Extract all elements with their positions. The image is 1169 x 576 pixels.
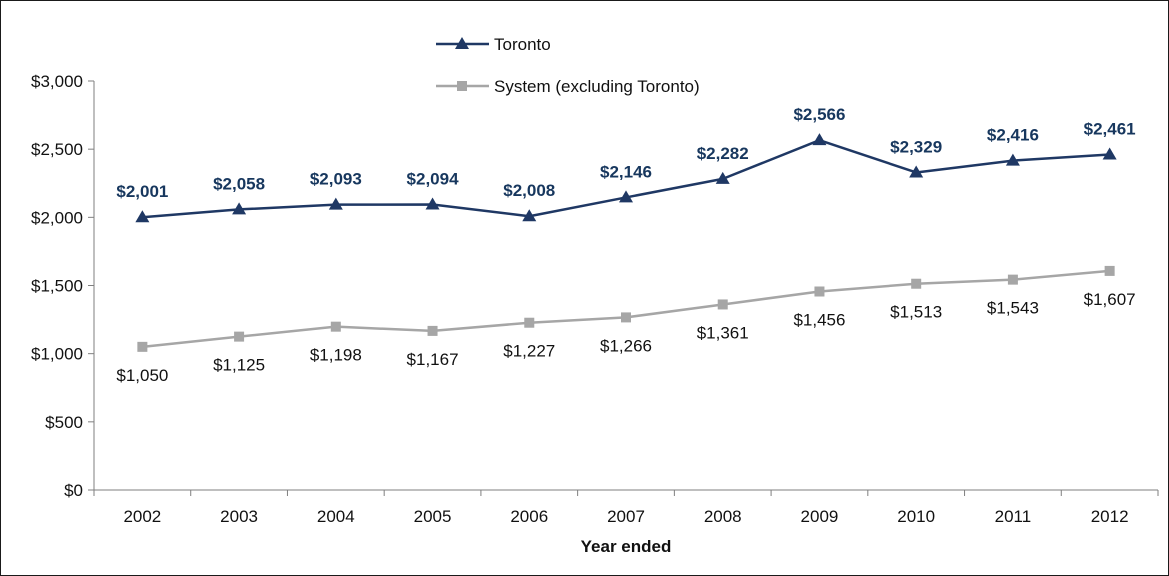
data-point-system — [911, 278, 922, 289]
data-point-toronto — [812, 133, 827, 146]
data-label-toronto: $2,282 — [697, 144, 749, 163]
data-point-system — [330, 321, 341, 332]
legend-item-toronto: Toronto — [436, 35, 551, 54]
data-point-toronto — [715, 171, 730, 184]
legend-item-system: System (excluding Toronto) — [436, 77, 700, 96]
data-point-toronto — [232, 202, 247, 215]
y-tick-label: $2,000 — [31, 208, 83, 227]
y-tick-label: $3,000 — [31, 72, 83, 91]
series-layer — [135, 133, 1117, 352]
data-point-system — [717, 299, 728, 310]
legend-label-system: System (excluding Toronto) — [494, 77, 700, 96]
data-point-system — [427, 325, 438, 336]
y-tick-label: $0 — [64, 481, 83, 500]
data-label-toronto: $2,094 — [407, 170, 460, 189]
x-tick-label: 2007 — [607, 507, 645, 526]
x-tick-label: 2006 — [510, 507, 548, 526]
data-label-toronto: $2,093 — [310, 170, 362, 189]
data-label-system: $1,198 — [310, 346, 362, 365]
data-label-toronto: $2,329 — [890, 137, 942, 156]
data-point-toronto — [522, 209, 537, 222]
data-label-system: $1,607 — [1084, 290, 1136, 309]
data-label-system: $1,456 — [793, 310, 845, 329]
data-point-toronto — [135, 210, 150, 223]
y-tick-label: $2,500 — [31, 140, 83, 159]
legend-swatch-system-marker — [457, 81, 467, 91]
x-tick-label: 2004 — [317, 507, 355, 526]
data-label-system: $1,227 — [503, 342, 555, 361]
data-label-toronto: $2,146 — [600, 162, 652, 181]
data-point-system — [621, 312, 631, 323]
data-label-toronto: $2,566 — [793, 105, 845, 124]
x-tick-label: 2008 — [704, 507, 742, 526]
y-tick-label: $1,500 — [31, 277, 83, 296]
data-point-toronto — [425, 197, 440, 210]
data-point-system — [1007, 274, 1018, 285]
data-point-system — [814, 286, 825, 297]
data-label-system: $1,050 — [116, 366, 168, 385]
data-point-toronto — [909, 165, 924, 178]
x-tick-label: 2010 — [897, 507, 935, 526]
data-label-system: $1,361 — [697, 323, 749, 342]
x-tick-label: 2011 — [995, 507, 1032, 526]
data-point-toronto — [619, 190, 633, 203]
data-label-toronto: $2,461 — [1084, 119, 1136, 138]
data-point-system — [1104, 265, 1115, 276]
data-label-system: $1,125 — [213, 356, 265, 375]
data-label-toronto: $2,008 — [503, 181, 555, 200]
x-tick-label: 2003 — [220, 507, 258, 526]
y-tick-label: $1,000 — [31, 345, 83, 364]
data-point-toronto — [1102, 147, 1117, 160]
data-label-system: $1,543 — [987, 299, 1039, 318]
y-tick-label: $500 — [45, 413, 83, 432]
data-point-toronto — [1005, 153, 1020, 166]
data-label-system: $1,167 — [407, 350, 459, 369]
legend-label-toronto: Toronto — [494, 35, 551, 54]
data-label-toronto: $2,058 — [213, 174, 265, 193]
data-label-toronto: $2,416 — [987, 126, 1039, 145]
data-label-toronto: $2,001 — [116, 182, 168, 201]
axes: $0 $500 $1,000 $1,500 $2,000 $2,500 $3,000 2002… — [31, 72, 1159, 526]
x-tick-label: 2012 — [1091, 507, 1129, 526]
legend: Toronto System (excluding Toronto) — [436, 35, 700, 96]
data-point-toronto — [328, 197, 343, 210]
x-tick-label: 2005 — [414, 507, 452, 526]
x-axis-title: Year ended — [581, 537, 672, 556]
x-tick-label: 2002 — [123, 507, 161, 526]
x-tick-label: 2009 — [801, 507, 839, 526]
data-point-system — [234, 331, 245, 342]
data-point-system — [137, 341, 148, 352]
legend-swatch-toronto-marker — [455, 37, 469, 49]
data-labels-layer: $2,001 $2,058 $2,093 $2,094 $2,008 $2,146 $2,2… — [116, 105, 1135, 385]
data-label-system: $1,513 — [890, 303, 942, 322]
data-point-system — [524, 317, 535, 328]
data-label-system: $1,266 — [600, 336, 652, 355]
